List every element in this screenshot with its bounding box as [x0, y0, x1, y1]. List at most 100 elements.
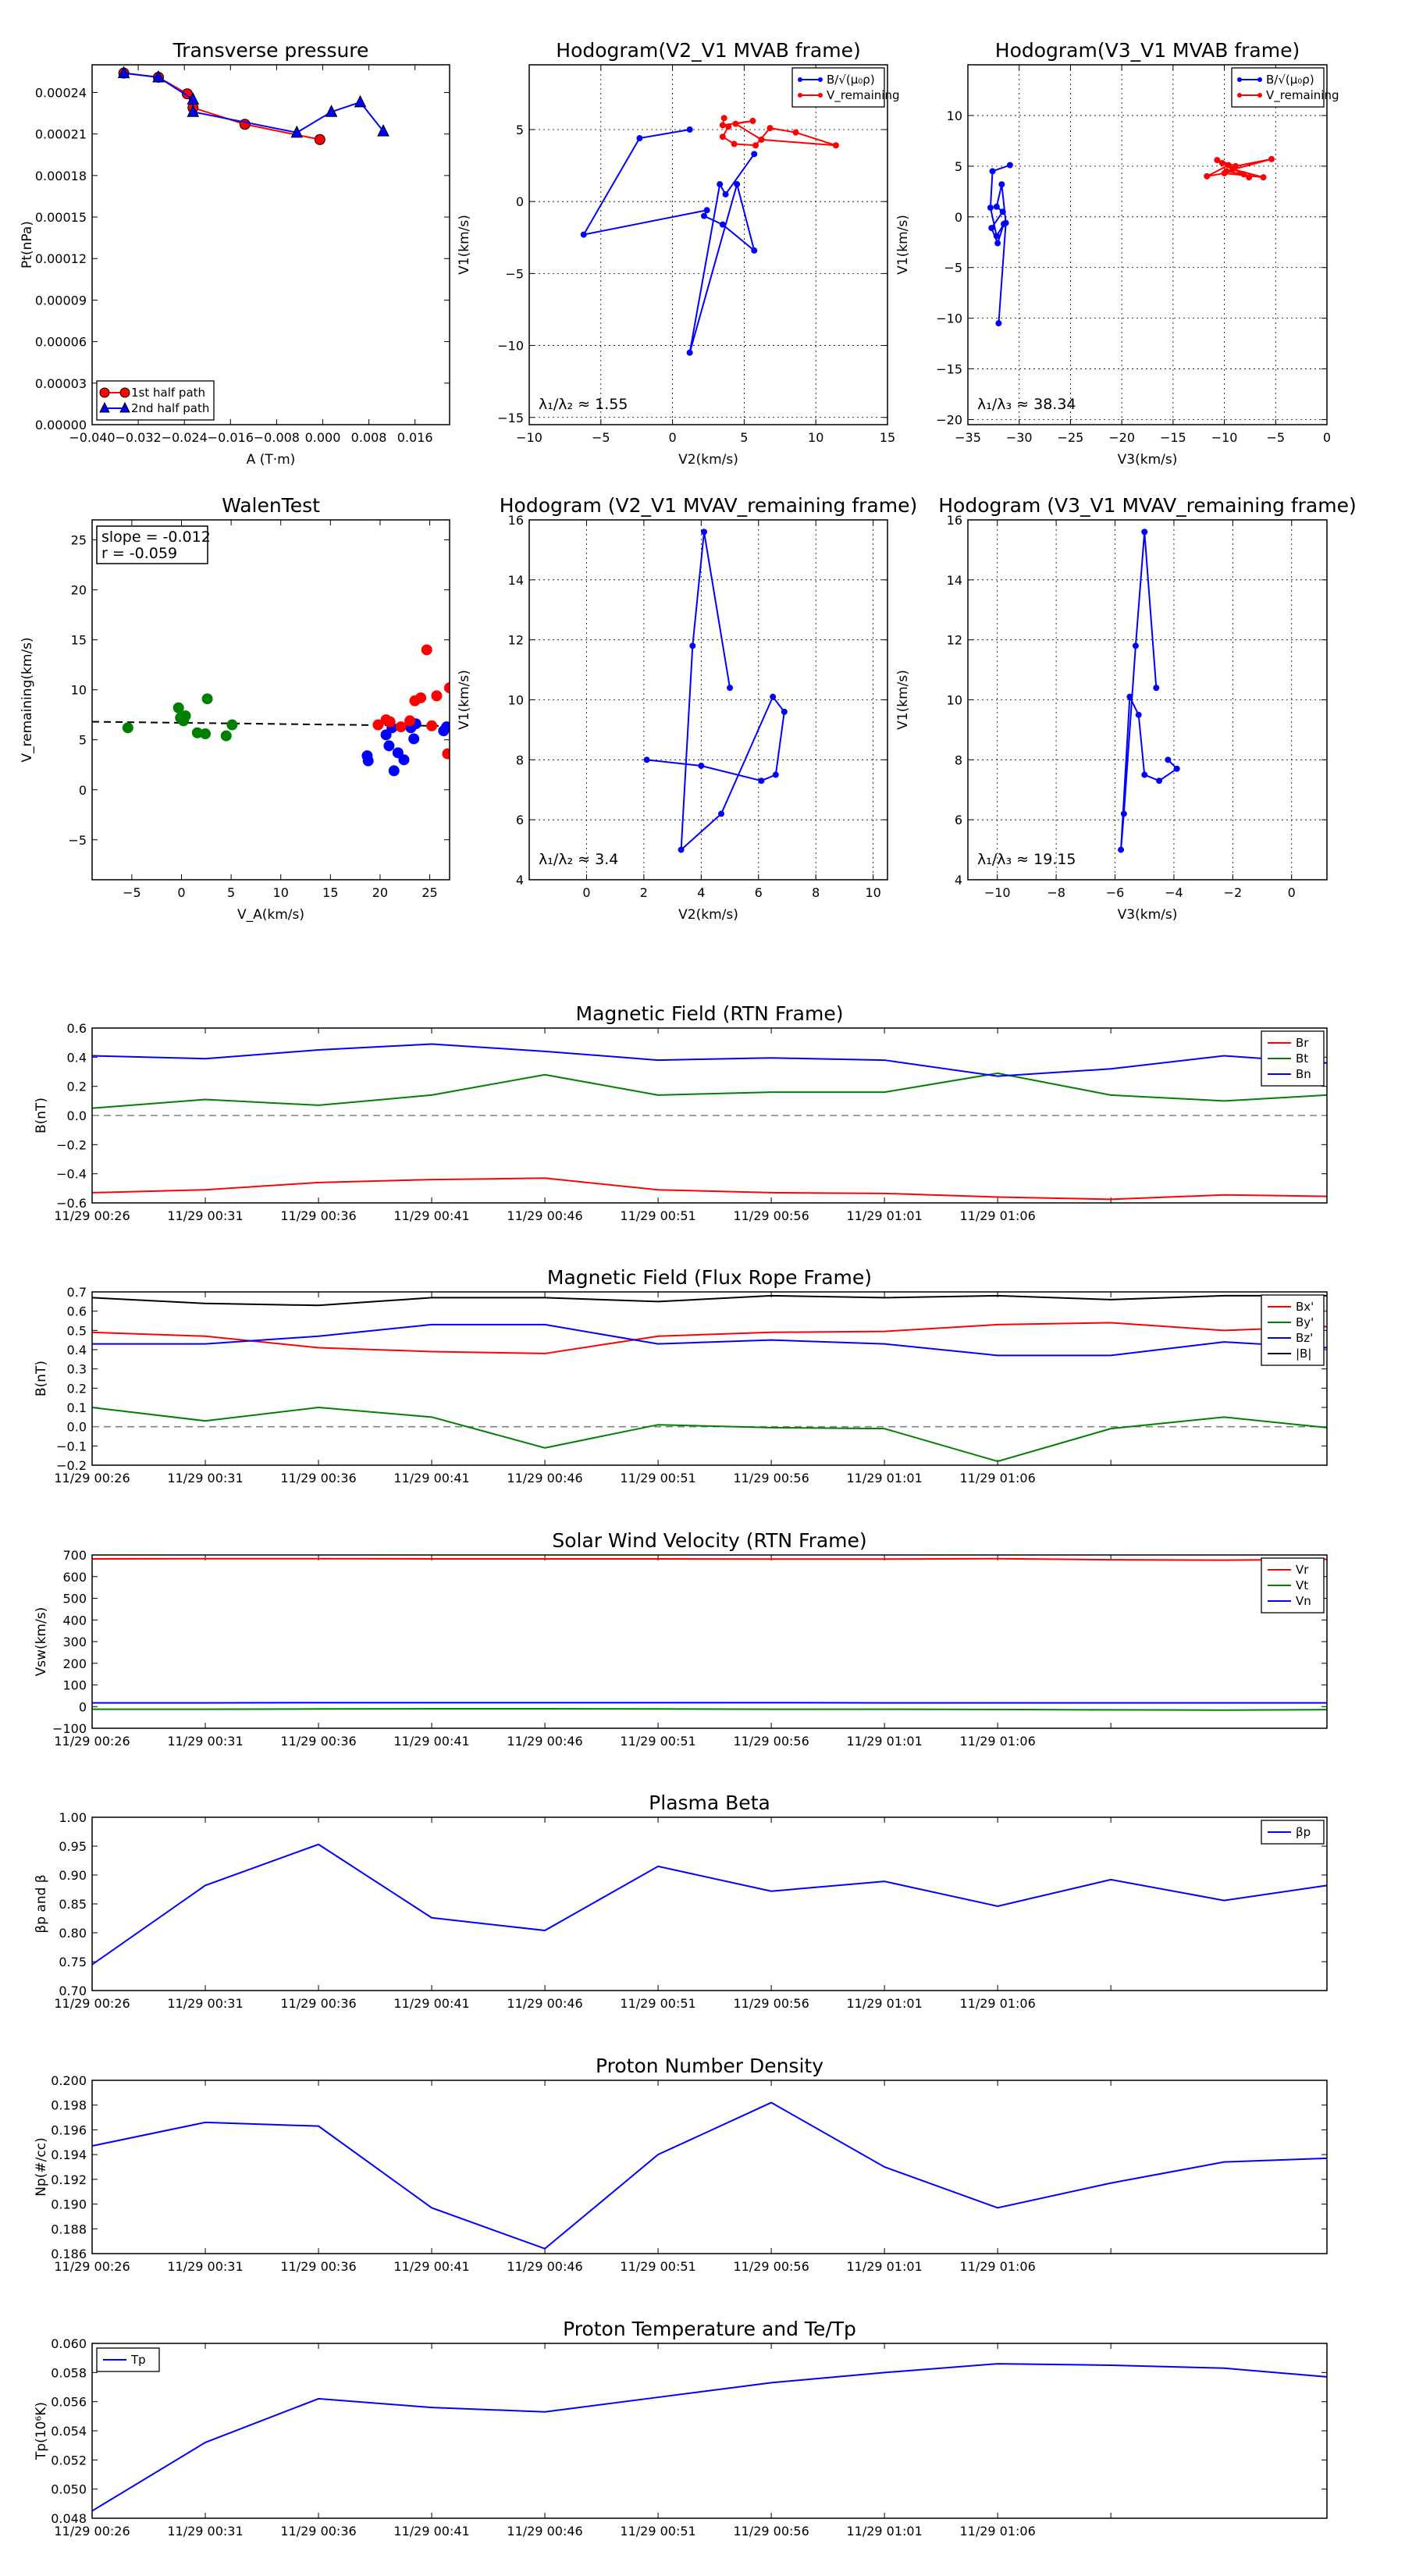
x-tick-label: −15 — [1160, 430, 1186, 445]
data-point — [719, 133, 726, 141]
series-line-hodogram — [1120, 532, 1179, 850]
axes-frame — [528, 64, 888, 425]
chart-title: Hodogram (V2_V1 MVAV_remaining frame) — [500, 494, 918, 517]
chart-hodo_mvav_v3: Hodogram (V3_V1 MVAV_remaining frame) −10… — [895, 494, 1357, 923]
y-tick-label: 5 — [516, 123, 524, 137]
y-tick-label: 0 — [955, 210, 962, 225]
series-line-B/√(μ₀ρ) — [582, 128, 756, 354]
data-point — [989, 168, 996, 175]
data-point — [752, 142, 759, 149]
x-tick-label: 11/29 00:46 — [507, 1208, 582, 1223]
y-tick-label: 16 — [508, 513, 524, 528]
plot-area — [92, 644, 450, 777]
x-tick-label: 11/29 01:06 — [959, 2259, 1035, 2274]
y-tick-label: 0.80 — [59, 1926, 87, 1941]
x-axis-label: V2(km/s) — [678, 452, 738, 468]
y-tick-label: 0.3 — [67, 1362, 87, 1377]
y-tick-label: −10 — [936, 311, 962, 326]
x-tick-label: 11/29 01:06 — [959, 1471, 1035, 1485]
legend-box — [96, 380, 215, 421]
data-point — [751, 247, 758, 254]
legend-marker — [119, 387, 130, 398]
data-point — [1173, 765, 1180, 772]
x-tick-label: −0.008 — [254, 430, 300, 445]
data-point — [325, 105, 338, 117]
y-tick-label: −5 — [68, 833, 87, 848]
axes-frame — [967, 519, 1328, 881]
data-point — [727, 685, 734, 692]
data-point — [749, 117, 756, 124]
data-point — [717, 181, 724, 188]
x-axis-label: V2(km/s) — [678, 907, 738, 923]
x-tick-label: 11/29 00:46 — [507, 1734, 582, 1749]
annotation: λ₁/λ₂ ≈ 3.4 — [539, 851, 618, 868]
x-tick-label: 11/29 00:36 — [280, 1734, 356, 1749]
y-tick-label: −15 — [497, 411, 524, 425]
data-point — [1141, 771, 1148, 778]
legend-label: By' — [1296, 1315, 1314, 1329]
data-point — [719, 122, 726, 129]
x-tick-label: 0 — [582, 885, 590, 900]
x-tick-label: 11/29 01:01 — [846, 1996, 922, 2011]
x-tick-label: 11/29 01:01 — [846, 1734, 922, 1749]
y-tick-label: 0.060 — [51, 2336, 87, 2351]
data-point — [731, 141, 738, 148]
data-point — [398, 754, 410, 766]
chart-title: Solar Wind Velocity (RTN Frame) — [552, 1529, 866, 1552]
y-tick-label: 10 — [947, 109, 962, 123]
y-tick-label: −0.2 — [56, 1137, 87, 1152]
x-tick-label: 11/29 00:26 — [54, 1471, 130, 1485]
y-tick-label: −20 — [936, 413, 962, 428]
x-tick-label: 11/29 00:56 — [733, 1208, 809, 1223]
data-point — [999, 208, 1006, 215]
legend-label: βp — [1296, 1825, 1311, 1839]
x-tick-label: 11/29 01:01 — [846, 2524, 922, 2539]
chart-vsw: Solar Wind Velocity (RTN Frame) 11/29 00:… — [34, 1529, 1328, 1749]
y-tick-label: 0.85 — [59, 1897, 87, 1912]
y-tick-label: 0.00015 — [35, 210, 87, 225]
legend-label: 2nd half path — [131, 401, 209, 415]
legend-marker — [818, 93, 823, 98]
y-tick-label: 200 — [62, 1656, 87, 1671]
data-point — [718, 810, 725, 817]
legend-label: |B| — [1296, 1347, 1311, 1361]
data-point — [362, 755, 374, 767]
y-tick-label: 0.190 — [51, 2197, 87, 2212]
y-tick-label: −0.2 — [56, 1458, 87, 1473]
y-tick-label: 0.058 — [51, 2365, 87, 2380]
x-tick-label: 10 — [865, 885, 880, 900]
series-line-Tp — [92, 2363, 1327, 2512]
chart-brtn: Magnetic Field (RTN Frame) 11/29 00:26 11/… — [34, 1002, 1328, 1223]
data-point — [832, 142, 839, 149]
x-tick-label: −20 — [1108, 430, 1135, 445]
data-point — [1126, 693, 1133, 700]
y-tick-label: 0.7 — [67, 1285, 87, 1300]
y-tick-label: 0.00000 — [35, 418, 87, 432]
y-tick-label: 0.054 — [51, 2424, 87, 2439]
y-axis-label: V1(km/s) — [457, 670, 472, 730]
y-tick-label: 6 — [955, 813, 962, 827]
x-tick-label: −4 — [1165, 885, 1183, 900]
data-point — [1214, 157, 1221, 164]
annotation-box — [96, 525, 208, 564]
series-line-Vt — [92, 1708, 1327, 1711]
y-tick-label: 20 — [71, 583, 87, 598]
x-tick-label: 11/29 00:31 — [167, 1208, 243, 1223]
y-tick-label: 0 — [79, 1699, 87, 1714]
data-point — [643, 756, 650, 763]
axes-frame — [91, 2080, 1328, 2254]
y-tick-label: 0.198 — [51, 2098, 87, 2113]
data-point — [180, 710, 191, 721]
x-tick-label: 11/29 00:51 — [620, 1471, 695, 1485]
data-point — [792, 129, 799, 136]
y-tick-label: −15 — [936, 362, 962, 377]
x-tick-label: 11/29 00:41 — [393, 1734, 469, 1749]
y-tick-label: 0.00009 — [35, 293, 87, 308]
x-tick-label: −35 — [955, 430, 981, 445]
x-tick-label: 11/29 00:56 — [733, 1734, 809, 1749]
series-line-By' — [92, 1406, 1327, 1463]
x-tick-label: 11/29 01:01 — [846, 1471, 922, 1485]
y-tick-label: 12 — [947, 633, 962, 648]
